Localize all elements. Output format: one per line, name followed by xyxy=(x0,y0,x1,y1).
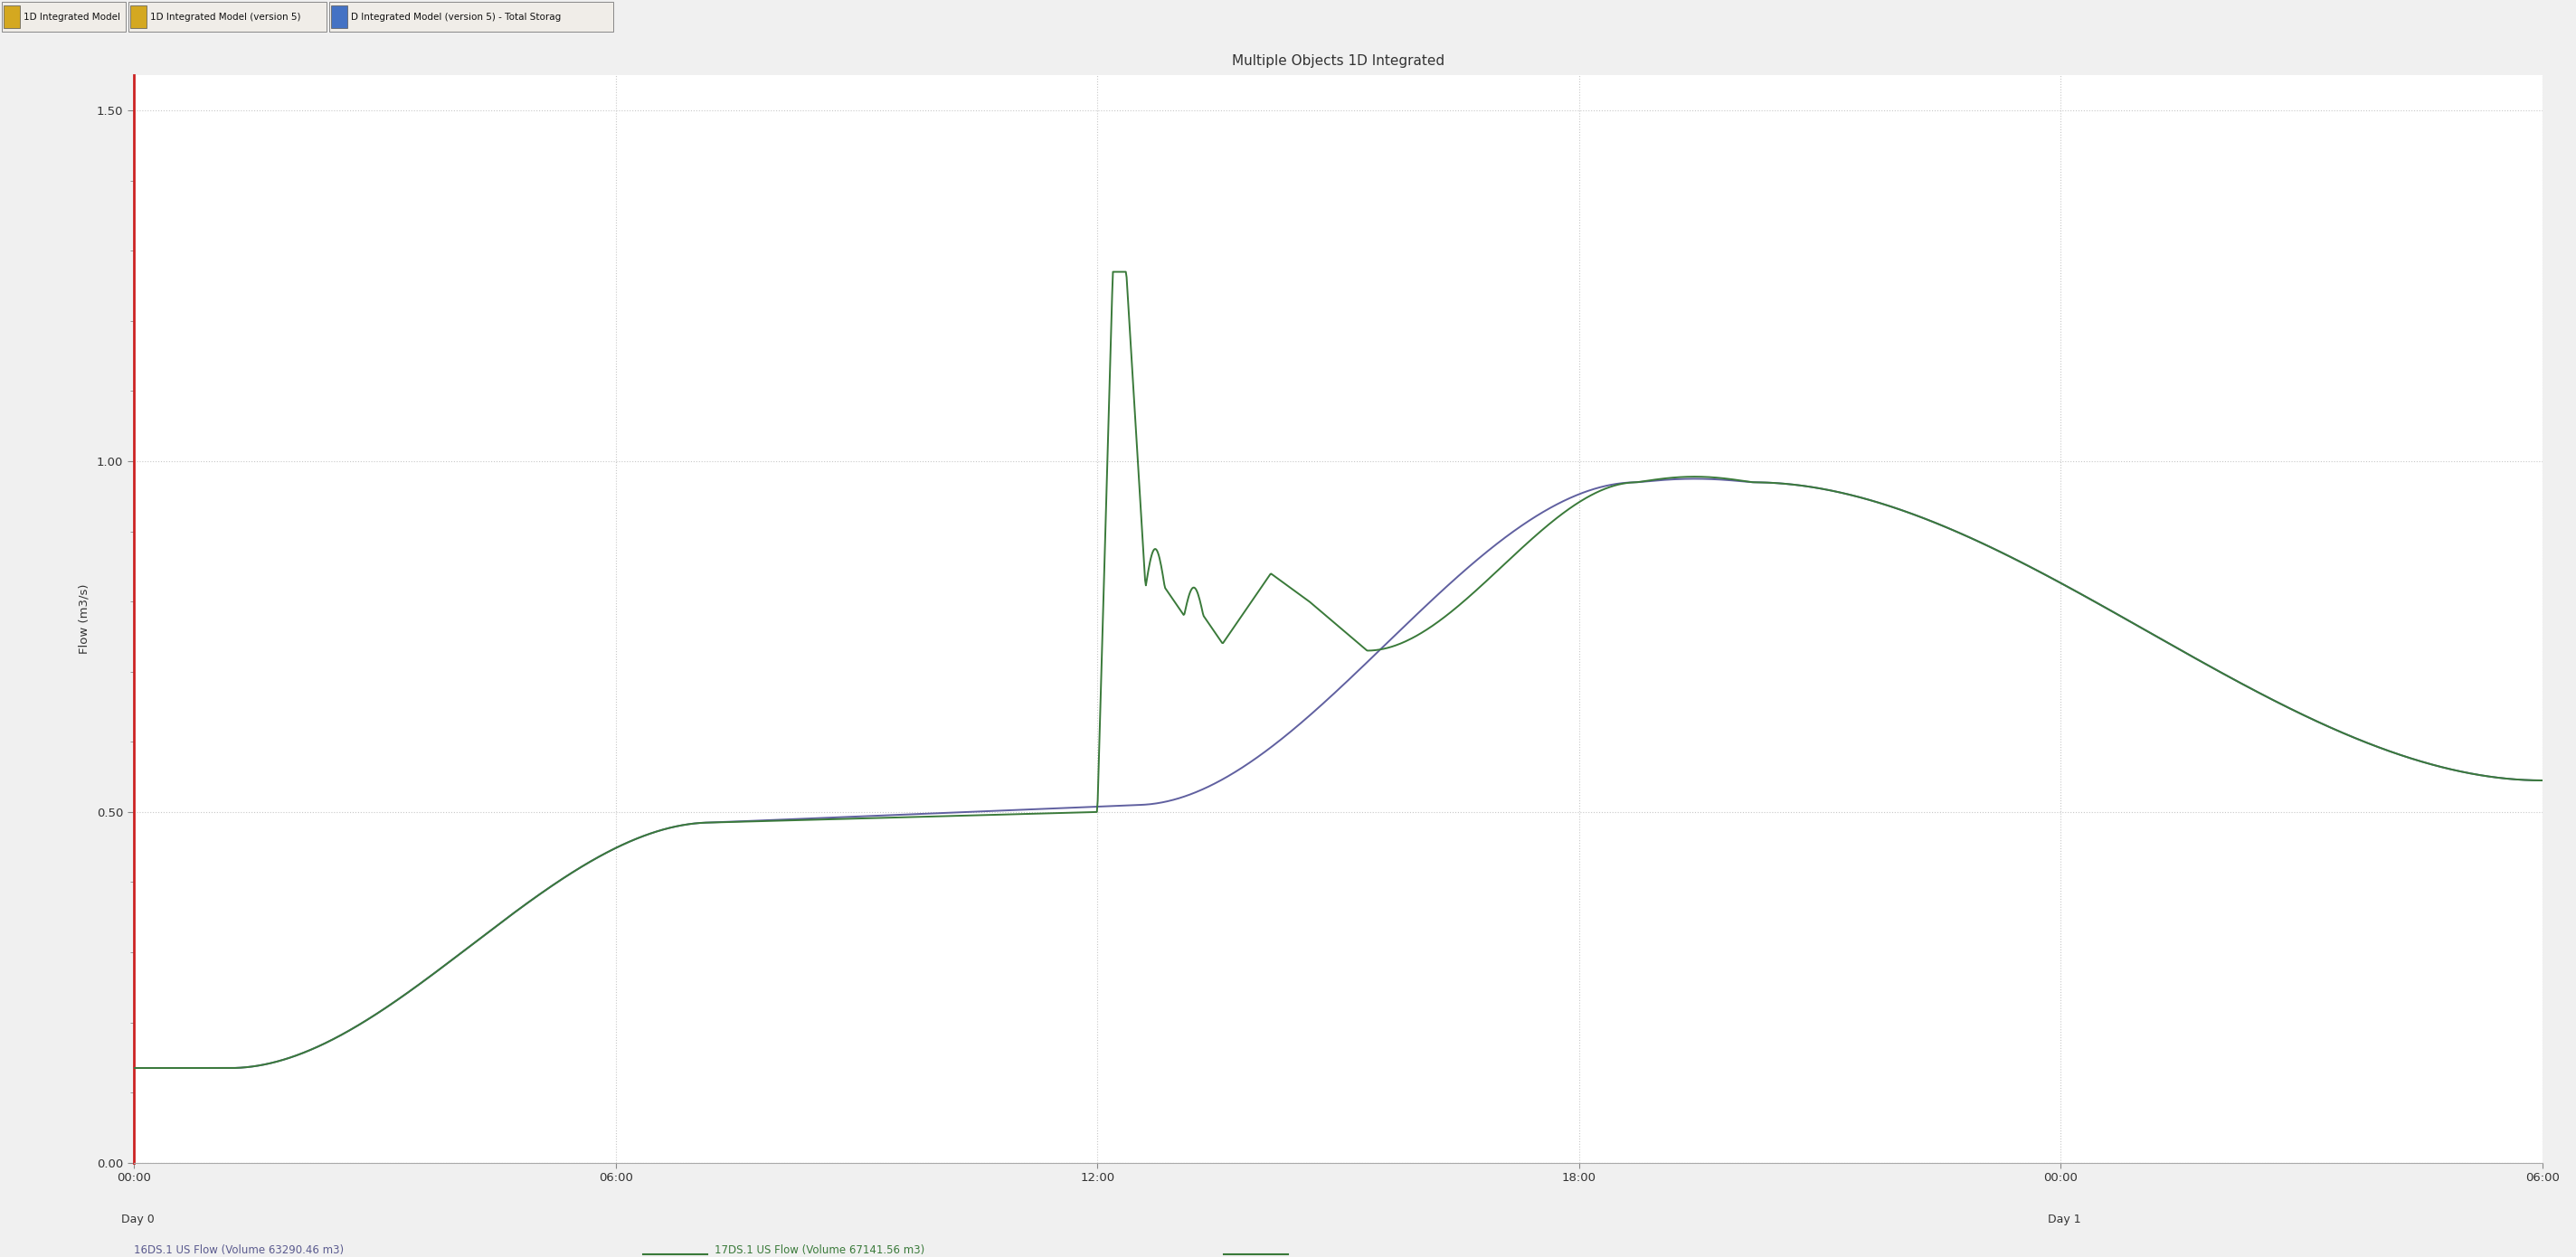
Y-axis label: Flow (m3/s): Flow (m3/s) xyxy=(77,585,90,654)
Text: Day 0: Day 0 xyxy=(121,1214,155,1226)
Bar xyxy=(3,5,21,28)
FancyBboxPatch shape xyxy=(330,1,613,31)
Bar xyxy=(332,5,348,28)
Text: Day 1: Day 1 xyxy=(2048,1214,2081,1226)
Text: 17DS.1 US Flow (Volume 67141.56 m3): 17DS.1 US Flow (Volume 67141.56 m3) xyxy=(714,1244,925,1256)
Bar xyxy=(131,5,147,28)
Text: 1D Integrated Model: 1D Integrated Model xyxy=(23,13,121,21)
Text: D Integrated Model (version 5) - Total Storag: D Integrated Model (version 5) - Total S… xyxy=(350,13,562,21)
FancyBboxPatch shape xyxy=(129,1,327,31)
Text: 1D Integrated Model (version 5): 1D Integrated Model (version 5) xyxy=(149,13,301,21)
Text: 16DS.1 US Flow (Volume 63290.46 m3): 16DS.1 US Flow (Volume 63290.46 m3) xyxy=(134,1244,345,1256)
FancyBboxPatch shape xyxy=(3,1,126,31)
Title: Multiple Objects 1D Integrated: Multiple Objects 1D Integrated xyxy=(1231,54,1445,68)
